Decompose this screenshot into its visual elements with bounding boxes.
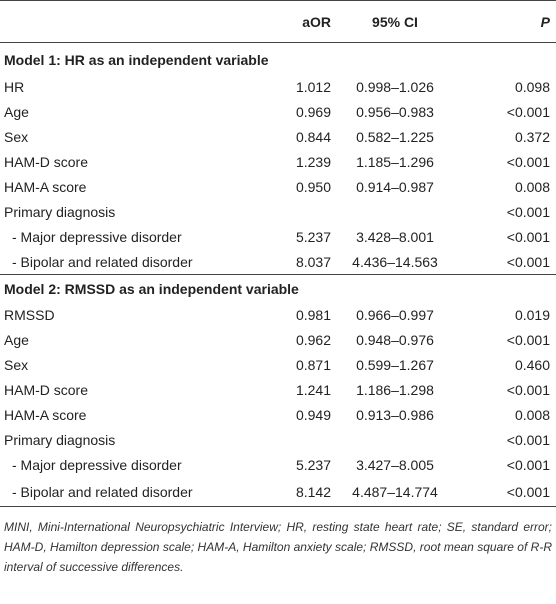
row-label: Age: [4, 103, 29, 120]
header-label: [0, 0, 232, 43]
row-label: RMSSD: [4, 306, 55, 323]
results-table-container: aOR 95% CI P Model 1: HR as an independe…: [0, 0, 556, 574]
table-row: HR 1.012 0.998–1.026 0.098: [0, 74, 556, 99]
row-aor: 8.142: [232, 477, 331, 507]
row-label: Sex: [4, 128, 29, 145]
header-ci: 95% CI: [331, 0, 459, 43]
table-row: HAM-A score 0.949 0.913–0.986 0.008: [0, 402, 556, 427]
row-ci: 4.436–14.563: [352, 253, 438, 270]
row-aor: 0.844: [295, 128, 331, 145]
table-row: - Major depressive disorder 5.237 3.427–8.…: [0, 452, 556, 477]
row-p: 0.098: [514, 78, 550, 95]
row-p: <0.001: [459, 477, 556, 507]
row-p: <0.001: [506, 331, 550, 348]
row-ci: 1.185–1.296: [356, 153, 434, 170]
row-ci: 0.966–0.997: [356, 306, 434, 323]
table-body: Model 1: HR as an independent variable H…: [0, 43, 556, 507]
row-aor: 5.237: [295, 456, 331, 473]
row-label: Sex: [4, 356, 29, 373]
table-row: HAM-A score 0.950 0.914–0.987 0.008: [0, 174, 556, 199]
table-row: HAM-D score 1.239 1.185–1.296 <0.001: [0, 149, 556, 174]
row-ci: 0.956–0.983: [356, 103, 434, 120]
row-p: 0.019: [514, 306, 550, 323]
row-aor: 1.241: [295, 381, 331, 398]
row-aor: [232, 199, 331, 224]
row-aor: 5.237: [295, 228, 331, 245]
row-p: 0.372: [514, 128, 550, 145]
header-p: P: [459, 0, 556, 43]
table-row: Primary diagnosis <0.001: [0, 199, 556, 224]
regression-table: aOR 95% CI P Model 1: HR as an independe…: [0, 0, 556, 507]
row-label: - Bipolar and related disorder: [0, 477, 232, 507]
model-1-heading-row: Model 1: HR as an independent variable: [0, 43, 556, 75]
row-aor: 0.949: [295, 406, 331, 423]
row-p: 0.460: [514, 356, 550, 373]
row-aor: 0.981: [295, 306, 331, 323]
table-row: Age 0.969 0.956–0.983 <0.001: [0, 99, 556, 124]
model-2-title: Model 2: RMSSD as an independent variabl…: [0, 274, 556, 302]
row-p: <0.001: [506, 203, 550, 220]
row-p: <0.001: [506, 253, 550, 270]
model-1-title: Model 1: HR as an independent variable: [4, 51, 269, 68]
row-label: Primary diagnosis: [4, 431, 116, 448]
table-row: - Bipolar and related disorder 8.142 4.487…: [0, 477, 556, 507]
table-row: Primary diagnosis <0.001: [0, 427, 556, 452]
row-ci: 0.998–1.026: [356, 78, 434, 95]
row-ci: [331, 427, 459, 452]
row-ci: 0.914–0.987: [356, 178, 434, 195]
row-label: Age: [4, 331, 29, 348]
table-row: Age 0.962 0.948–0.976 <0.001: [0, 327, 556, 352]
row-aor: 8.037: [295, 253, 331, 270]
table-row: - Major depressive disorder 5.237 3.428–8.…: [0, 224, 556, 249]
row-label: HR: [4, 78, 25, 95]
row-label: HAM-A score: [4, 178, 87, 195]
row-aor: [232, 427, 331, 452]
row-ci: 1.186–1.298: [356, 381, 434, 398]
table-row: Sex 0.871 0.599–1.267 0.460: [0, 352, 556, 377]
row-label: - Major depressive disorder: [12, 456, 182, 473]
row-aor: 1.012: [295, 78, 331, 95]
row-p: 0.008: [514, 178, 550, 195]
row-label: - Major depressive disorder: [12, 228, 182, 245]
model-2-heading-row: Model 2: RMSSD as an independent variabl…: [0, 274, 556, 302]
row-aor: 0.871: [295, 356, 331, 373]
row-aor: 1.239: [295, 153, 331, 170]
row-ci: 0.582–1.225: [356, 128, 434, 145]
table-row: HAM-D score 1.241 1.186–1.298 <0.001: [0, 377, 556, 402]
row-aor: 0.969: [295, 103, 331, 120]
row-p: <0.001: [506, 153, 550, 170]
row-p: <0.001: [506, 103, 550, 120]
row-ci: 0.913–0.986: [356, 406, 434, 423]
row-ci: 0.599–1.267: [356, 356, 434, 373]
table-row: Sex 0.844 0.582–1.225 0.372: [0, 124, 556, 149]
row-p: 0.008: [514, 406, 550, 423]
header-aor: aOR: [232, 0, 331, 43]
row-label: HAM-D score: [4, 153, 89, 170]
table-row: - Bipolar and related disorder 8.037 4.436…: [0, 249, 556, 275]
table-footnote: MINI, Mini-International Neuropsychiatri…: [4, 520, 552, 574]
row-p: <0.001: [506, 456, 550, 473]
row-aor: 0.962: [295, 331, 331, 348]
row-aor: 0.950: [295, 178, 331, 195]
row-label: Primary diagnosis: [4, 203, 116, 220]
row-p: <0.001: [506, 431, 550, 448]
row-ci: 4.487–14.774: [331, 477, 459, 507]
row-ci: 3.428–8.001: [356, 228, 434, 245]
row-ci: 3.427–8.005: [356, 456, 434, 473]
table-header-row: aOR 95% CI P: [0, 0, 556, 43]
row-ci: 0.948–0.976: [356, 331, 434, 348]
row-label: HAM-A score: [4, 406, 87, 423]
row-p: <0.001: [506, 228, 550, 245]
row-p: <0.001: [506, 381, 550, 398]
row-label: - Bipolar and related disorder: [12, 253, 193, 270]
row-ci: [331, 199, 459, 224]
row-label: HAM-D score: [4, 381, 89, 398]
table-row: RMSSD 0.981 0.966–0.997 0.019: [0, 302, 556, 327]
